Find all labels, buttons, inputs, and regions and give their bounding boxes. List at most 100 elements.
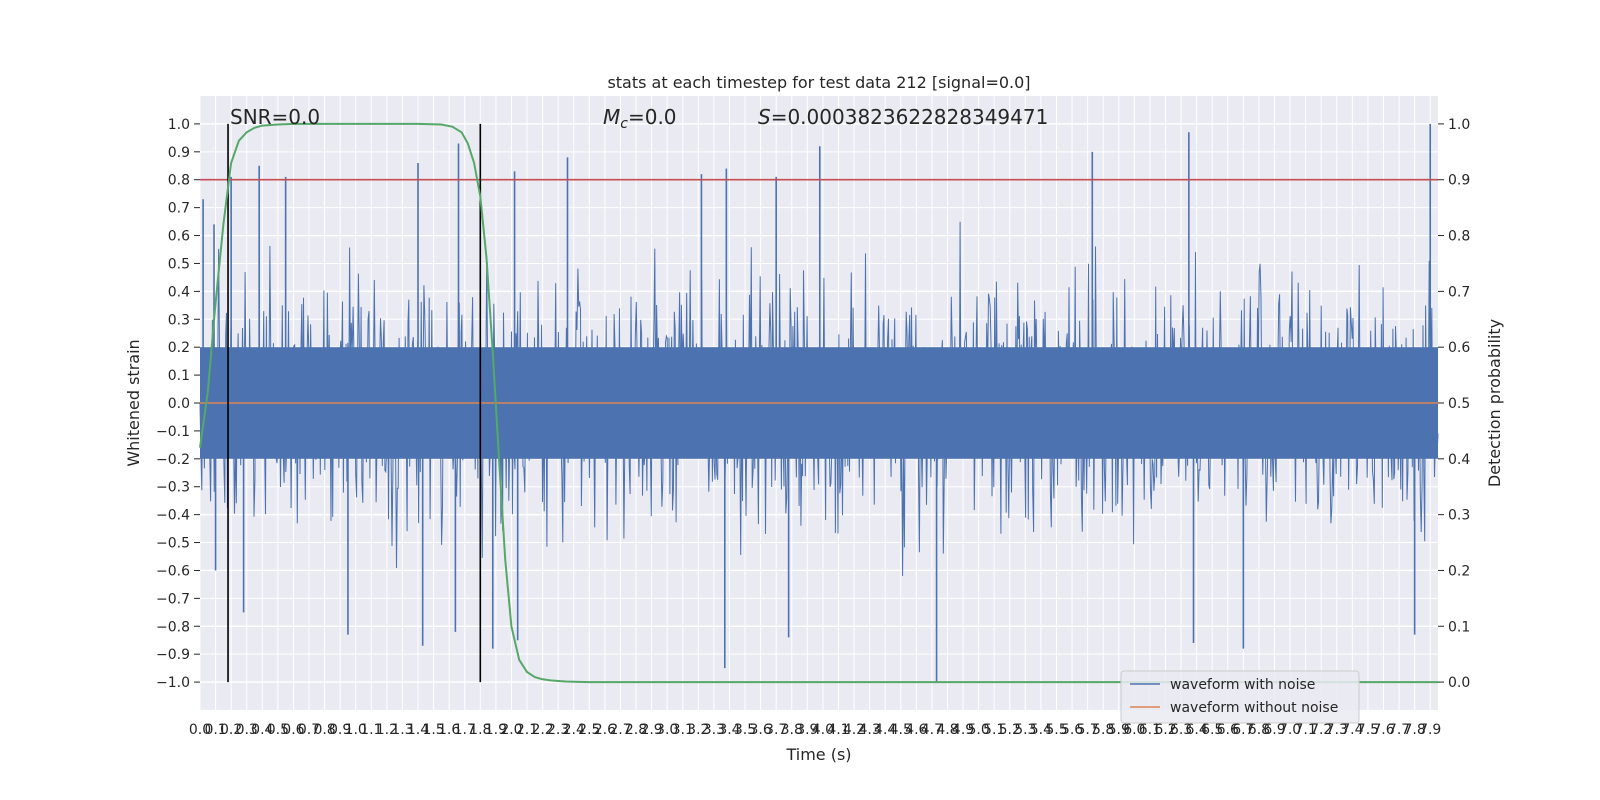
x-tick-labels: 0.00.10.20.30.40.50.60.70.80.91.01.11.21… xyxy=(189,722,1441,738)
x-tick-label: 6.5 xyxy=(1201,722,1223,738)
x-tick-label: 0.8 xyxy=(313,722,335,738)
y-right-tick-label: 0.1 xyxy=(1448,619,1470,635)
x-tick-label: 7.0 xyxy=(1279,722,1301,738)
y-left-tick-label: 0.1 xyxy=(168,368,190,384)
s-symbol: S xyxy=(758,105,771,129)
y-left-tick-label: 0.3 xyxy=(168,312,190,328)
x-tick-label: 7.4 xyxy=(1341,722,1363,738)
x-tick-label: 5.6 xyxy=(1061,722,1083,738)
legend-label-with-noise: waveform with noise xyxy=(1170,677,1315,693)
x-tick-label: 2.1 xyxy=(516,722,538,738)
chirp-mass-symbol: M xyxy=(603,105,620,129)
y-left-axis-label: Whitened strain xyxy=(124,339,143,466)
y-left-tick-label: −0.9 xyxy=(156,647,190,663)
y-left-tick-label: −0.2 xyxy=(156,452,190,468)
x-tick-label: 0.3 xyxy=(236,722,258,738)
y-right-tick-labels: 0.0 0.1 0.2 0.3 0.4 0.5 0.6 0.7 0.8 0.9 1.0 xyxy=(1438,117,1470,691)
x-tick-label: 5.3 xyxy=(1014,722,1036,738)
x-tick-label: 6.9 xyxy=(1263,722,1285,738)
x-tick-label: 7.1 xyxy=(1295,722,1317,738)
x-tick-label: 1.5 xyxy=(422,722,444,738)
x-tick-label: 6.6 xyxy=(1217,722,1239,738)
x-tick-label: 2.9 xyxy=(640,722,662,738)
x-tick-label: 6.4 xyxy=(1185,722,1207,738)
x-tick-label: 2.2 xyxy=(531,722,553,738)
x-tick-label: 4.1 xyxy=(827,722,849,738)
y-right-tick-label: 0.5 xyxy=(1448,396,1470,412)
x-tick-label: 2.6 xyxy=(594,722,616,738)
x-tick-label: 7.7 xyxy=(1388,722,1410,738)
x-tick-label: 5.8 xyxy=(1092,722,1114,738)
legend-label-without-noise: waveform without noise xyxy=(1170,700,1338,716)
x-tick-label: 7.5 xyxy=(1357,722,1379,738)
x-tick-label: 3.9 xyxy=(796,722,818,738)
x-tick-label: 6.0 xyxy=(1123,722,1145,738)
y-right-tick-label: 0.6 xyxy=(1448,340,1470,356)
y-right-tick-label: 0.8 xyxy=(1448,229,1470,245)
snr-annotation: SNR=0.0 xyxy=(230,105,320,129)
x-tick-label: 1.0 xyxy=(345,722,367,738)
x-tick-label: 4.6 xyxy=(905,722,927,738)
s-value: =0.0003823622828349471 xyxy=(771,105,1049,129)
x-tick-label: 5.1 xyxy=(983,722,1005,738)
x-tick-label: 4.7 xyxy=(921,722,943,738)
x-tick-label: 7.2 xyxy=(1310,722,1332,738)
x-tick-label: 2.4 xyxy=(563,722,585,738)
x-tick-label: 0.4 xyxy=(251,722,273,738)
y-left-tick-label: −0.7 xyxy=(156,591,190,607)
x-tick-label: 3.4 xyxy=(718,722,740,738)
x-tick-label: 7.6 xyxy=(1372,722,1394,738)
x-tick-label: 1.1 xyxy=(360,722,382,738)
chart-title: stats at each timestep for test data 212… xyxy=(607,73,1030,92)
x-tick-label: 0.9 xyxy=(329,722,351,738)
x-tick-label: 4.5 xyxy=(890,722,912,738)
y-left-tick-label: 0.5 xyxy=(168,256,190,272)
chirp-mass-annotation: Mc=0.0 xyxy=(603,105,677,132)
x-tick-label: 5.9 xyxy=(1108,722,1130,738)
x-tick-label: 1.3 xyxy=(391,722,413,738)
x-tick-label: 5.5 xyxy=(1045,722,1067,738)
x-tick-label: 3.8 xyxy=(781,722,803,738)
y-left-tick-label: 0.7 xyxy=(168,201,190,217)
y-left-tick-label: 0.4 xyxy=(168,284,190,300)
x-tick-label: 7.8 xyxy=(1404,722,1426,738)
y-left-tick-label: 0.8 xyxy=(168,173,190,189)
x-tick-label: 6.8 xyxy=(1248,722,1270,738)
x-axis-label: Time (s) xyxy=(785,745,851,764)
x-tick-label: 3.3 xyxy=(703,722,725,738)
x-tick-label: 3.2 xyxy=(687,722,709,738)
x-tick-label: 0.2 xyxy=(220,722,242,738)
x-tick-label: 6.3 xyxy=(1170,722,1192,738)
y-left-tick-label: −0.5 xyxy=(156,536,190,552)
x-tick-label: 2.0 xyxy=(500,722,522,738)
x-tick-label: 1.6 xyxy=(438,722,460,738)
x-tick-label: 4.3 xyxy=(858,722,880,738)
x-tick-label: 1.9 xyxy=(485,722,507,738)
legend: waveform with noise waveform without noi… xyxy=(1120,670,1360,724)
y-left-tick-label: −1.0 xyxy=(156,675,190,691)
x-tick-label: 3.6 xyxy=(749,722,771,738)
y-right-axis-label: Detection probability xyxy=(1485,319,1504,487)
x-tick-label: 2.3 xyxy=(547,722,569,738)
y-right-tick-label: 0.0 xyxy=(1448,675,1470,691)
x-tick-label: 7.3 xyxy=(1326,722,1348,738)
y-right-tick-label: 0.2 xyxy=(1448,563,1470,579)
x-tick-label: 1.7 xyxy=(454,722,476,738)
x-tick-label: 2.8 xyxy=(625,722,647,738)
x-tick-label: 4.9 xyxy=(952,722,974,738)
chirp-mass-subscript: c xyxy=(620,116,628,132)
y-left-tick-label: 0.0 xyxy=(168,396,190,412)
x-tick-label: 4.0 xyxy=(812,722,834,738)
x-tick-label: 0.0 xyxy=(189,722,211,738)
y-left-tick-label: 0.6 xyxy=(168,229,190,245)
x-tick-label: 5.7 xyxy=(1076,722,1098,738)
x-tick-label: 3.1 xyxy=(672,722,694,738)
y-left-tick-label: −0.4 xyxy=(156,508,190,524)
y-left-tick-label: 0.2 xyxy=(168,340,190,356)
x-tick-label: 6.1 xyxy=(1139,722,1161,738)
x-tick-label: 5.0 xyxy=(967,722,989,738)
x-tick-label: 4.8 xyxy=(936,722,958,738)
x-tick-label: 0.5 xyxy=(267,722,289,738)
y-right-tick-label: 0.4 xyxy=(1448,452,1470,468)
y-left-tick-label: −0.3 xyxy=(156,480,190,496)
